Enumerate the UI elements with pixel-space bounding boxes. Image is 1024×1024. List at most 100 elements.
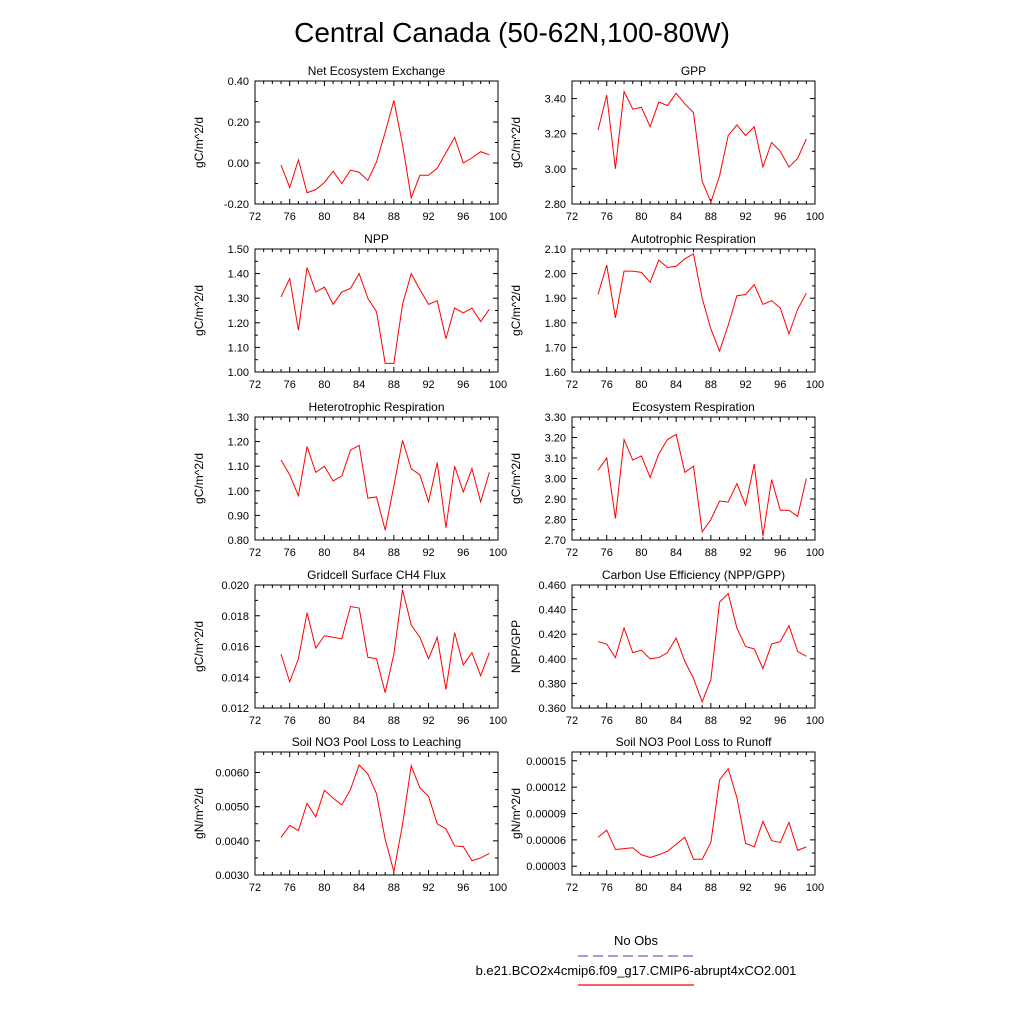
figure-title: Central Canada (50-62N,100-80W) [294,17,730,48]
y-tick-label: 3.00 [545,474,566,486]
x-tick-label: 80 [635,211,647,223]
x-tick-label: 72 [249,882,261,894]
y-tick-label: 3.30 [545,412,566,424]
y-tick-label: 0.20 [228,117,249,129]
chart-panel-6: Ecosystem Respiration gC/m^2/d 72 76 80 84 88 9… [509,400,824,559]
y-tick-label: 0.00006 [526,835,566,847]
y-tick-label: 1.10 [228,461,249,473]
y-tick-label: 3.00 [545,164,566,176]
x-tick-label: 100 [806,211,824,223]
x-tick-label: 96 [457,547,469,559]
series-line-1 [280,763,490,872]
x-tick-label: 96 [457,379,469,391]
x-tick-label: 80 [318,379,330,391]
x-tick-label: 100 [806,882,824,894]
x-tick-label: 88 [705,715,717,727]
x-tick-label: 100 [489,211,507,223]
x-tick-label: 100 [806,715,824,727]
y-tick-label: 0.012 [221,703,249,715]
x-tick-label: 76 [601,715,613,727]
y-tick-label: 0.00015 [526,756,566,768]
y-tick-label: 0.0030 [215,870,249,882]
panel-title: Soil NO3 Pool Loss to Runoff [616,735,773,749]
x-tick-label: 80 [635,715,647,727]
y-tick-label: -0.20 [224,199,249,211]
y-tick-label: 0.460 [538,580,566,592]
chart-panel-9: Soil NO3 Pool Loss to Leaching gN/m^2/d 72… [192,735,507,894]
x-tick-label: 100 [806,547,824,559]
x-tick-label: 100 [489,547,507,559]
y-tick-label: 0.00012 [526,782,566,794]
plot-frame [254,751,499,876]
x-tick-label: 76 [601,882,613,894]
x-tick-label: 80 [635,379,647,391]
y-tick-label: 0.380 [538,678,566,690]
y-axis-label: gC/m^2/d [192,621,206,672]
x-tick-label: 76 [601,379,613,391]
x-tick-label: 80 [318,882,330,894]
y-tick-label: 1.70 [545,342,566,354]
y-tick-label: 1.30 [228,412,249,424]
x-tick-label: 96 [774,379,786,391]
y-tick-label: 0.016 [221,642,249,654]
y-tick-label: 0.400 [538,654,566,666]
y-tick-label: 1.00 [228,367,249,379]
series-line-1 [597,433,807,536]
x-tick-label: 92 [739,379,751,391]
panel-title: Carbon Use Efficiency (NPP/GPP) [602,568,785,582]
x-tick-label: 72 [566,211,578,223]
y-tick-label: 1.40 [228,269,249,281]
x-tick-label: 88 [705,547,717,559]
x-tick-label: 80 [318,211,330,223]
x-tick-label: 84 [353,211,365,223]
y-tick-label: 0.00 [228,158,249,170]
panel-title: Net Ecosystem Exchange [308,64,446,78]
x-tick-label: 96 [774,211,786,223]
series-line-1 [280,440,490,531]
plot-frame [571,80,816,205]
x-tick-label: 72 [249,211,261,223]
x-tick-label: 92 [422,715,434,727]
y-tick-label: 0.360 [538,703,566,715]
y-tick-label: 2.00 [545,269,566,281]
panel-title: GPP [681,64,706,78]
y-tick-label: 0.014 [221,672,249,684]
y-axis-label: gC/m^2/d [192,453,206,504]
x-tick-label: 84 [670,547,682,559]
x-tick-label: 96 [457,211,469,223]
panel-grid: Net Ecosystem Exchange gC/m^2/d 72 76 80 84 88… [192,64,824,894]
x-tick-label: 92 [422,379,434,391]
panel-title: Heterotrophic Respiration [308,400,444,414]
y-tick-label: 1.20 [228,437,249,449]
x-tick-label: 96 [774,715,786,727]
y-tick-label: 2.90 [545,494,566,506]
y-tick-label: 0.0040 [215,836,249,848]
x-tick-label: 88 [388,882,400,894]
x-tick-label: 88 [705,882,717,894]
chart-panel-7: Gridcell Surface CH4 Flux gC/m^2/d 72 76 80 8… [192,568,507,727]
y-tick-label: 3.20 [545,433,566,445]
chart-panel-2: GPP gC/m^2/d 72 76 80 84 88 92 96 100 2.80 3.00 3.20… [509,64,824,223]
y-tick-label: 3.10 [545,453,566,465]
x-tick-label: 100 [489,379,507,391]
y-tick-label: 1.90 [545,293,566,305]
x-tick-label: 92 [739,547,751,559]
x-tick-label: 88 [388,715,400,727]
panel-title: NPP [364,232,389,246]
x-tick-label: 84 [353,547,365,559]
x-tick-label: 100 [489,882,507,894]
y-axis-label: NPP/GPP [509,620,523,673]
x-tick-label: 84 [670,211,682,223]
x-tick-label: 100 [489,715,507,727]
y-axis-label: gN/m^2/d [192,788,206,839]
x-tick-label: 76 [284,547,296,559]
panel-title: Autotrophic Respiration [631,232,756,246]
x-tick-label: 72 [249,379,261,391]
chart-panel-3: NPP gC/m^2/d 72 76 80 84 88 92 96 100 1.00 1.10 1.20… [192,232,507,391]
y-axis-label: gC/m^2/d [509,117,523,168]
x-tick-label: 72 [566,715,578,727]
x-tick-label: 80 [635,882,647,894]
legend-obs-label: No Obs [614,933,659,948]
plot-frame [254,80,499,205]
y-axis-label: gC/m^2/d [509,453,523,504]
